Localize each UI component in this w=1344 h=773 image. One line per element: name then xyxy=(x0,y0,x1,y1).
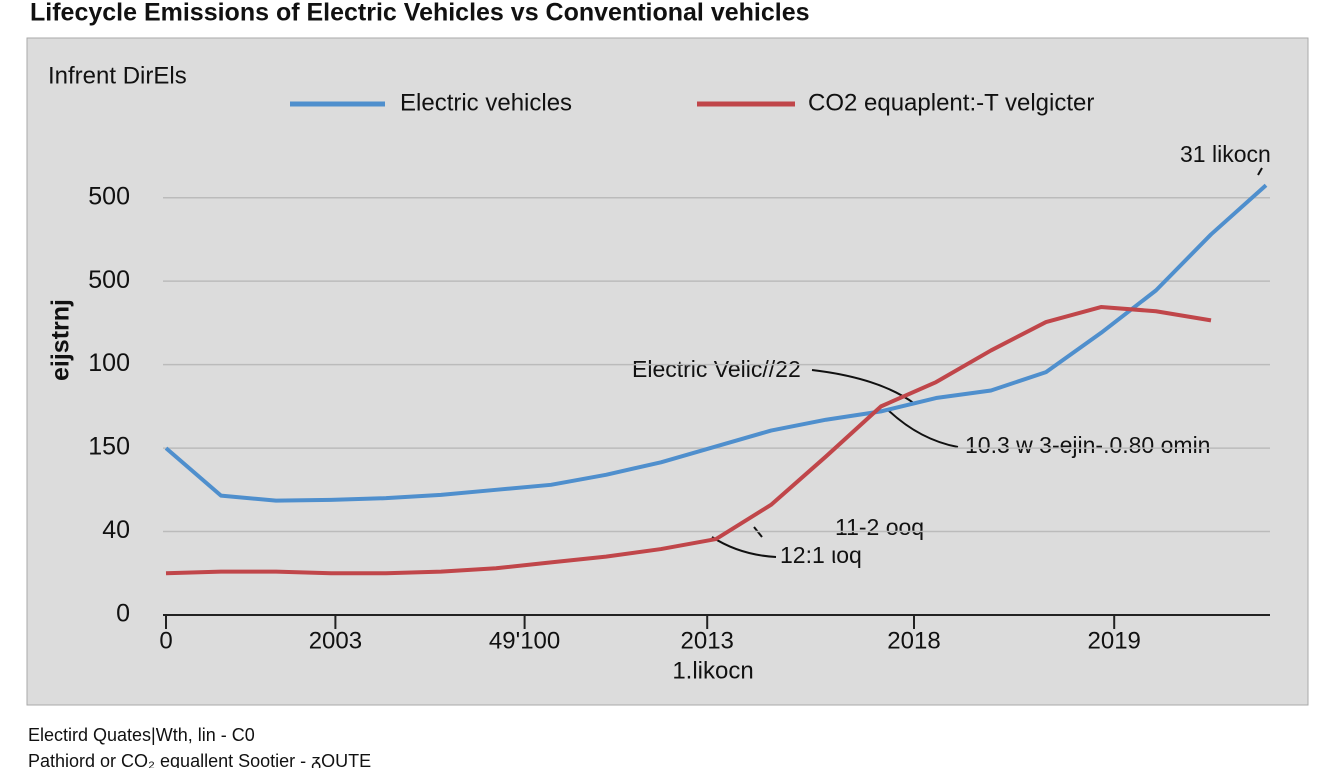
x-axis-label: 1.likocn xyxy=(672,657,753,684)
y-tick-label: 500 xyxy=(88,266,130,294)
y-tick-label: 150 xyxy=(88,433,130,461)
annotation: 11-2 ooq xyxy=(835,514,924,540)
x-tick-label: 49'100 xyxy=(489,627,560,654)
annotation: Electric Velic//22 xyxy=(632,356,801,382)
footer: Electird Quates|Wth, lin - C0 xyxy=(28,725,255,745)
footer: Pathiord or CO₂ equallent Sootier - ᵹOUT… xyxy=(28,751,371,768)
y-tick-label: 100 xyxy=(88,349,130,377)
x-tick-label: 2019 xyxy=(1088,627,1141,654)
series-line xyxy=(164,183,1268,503)
arrow xyxy=(887,409,959,448)
arrow xyxy=(811,369,916,405)
plot-panel xyxy=(26,37,1309,706)
x-tick-label: 2018 xyxy=(887,627,940,654)
y-axis-label: eijstrnj xyxy=(47,299,75,381)
series-line xyxy=(165,305,1212,576)
subtitle: Infrent DirEls xyxy=(48,62,187,89)
annotation: 31 likocn xyxy=(1180,141,1271,167)
arrow xyxy=(1257,167,1263,176)
annotation: 10.3 w 3-ejin-.0.80 omin xyxy=(965,432,1210,458)
annotation: 12:1 ιoq xyxy=(780,542,862,568)
x-tick-label: 2003 xyxy=(309,627,362,654)
legend-label: CO2 equaplent:-T velgicter xyxy=(808,89,1094,116)
y-tick-label: 0 xyxy=(116,600,130,628)
y-tick-label: 500 xyxy=(88,182,130,210)
x-tick-label: 0 xyxy=(159,627,172,654)
legend-label: Electric vehicles xyxy=(400,89,572,116)
y-tick-label: 40 xyxy=(102,516,130,544)
x-tick-label: 2013 xyxy=(681,627,734,654)
chart-title: Lifecycle Emissions of Electric Vehicles… xyxy=(30,0,810,27)
